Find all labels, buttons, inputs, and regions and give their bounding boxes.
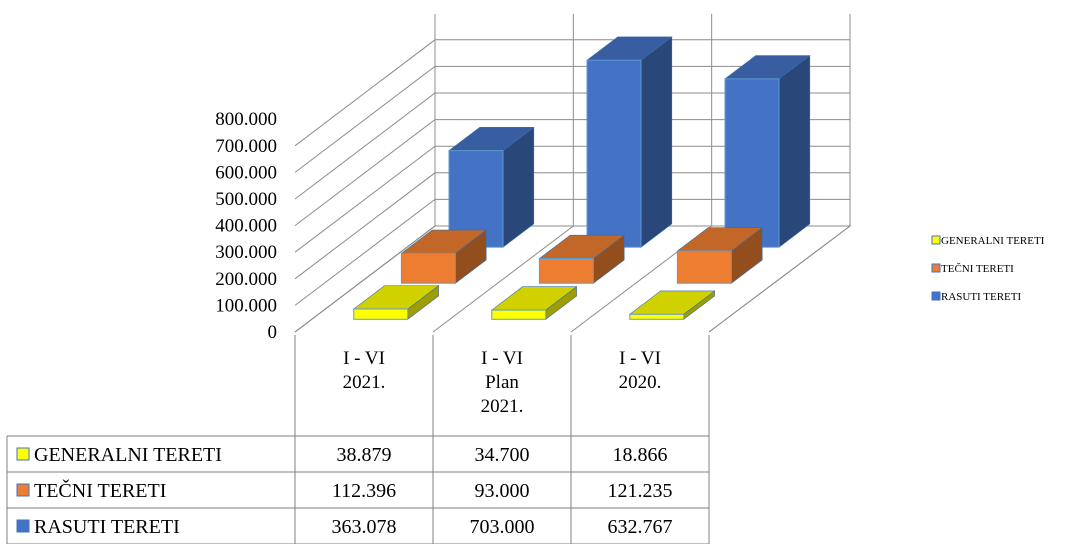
bar [400,229,488,284]
category-label: 2021. [343,372,386,393]
legend-key [931,235,941,245]
y-tick-label: 100.000 [215,295,277,316]
gridline [294,39,850,147]
bar-front [353,308,409,320]
bar [538,234,626,284]
floor-divider [294,225,436,333]
bar [352,285,440,320]
row-label: RASUTI TERETI [34,516,180,538]
y-tick-label: 700.000 [215,136,277,157]
gridline [294,119,850,226]
y-tick-label: 0 [268,322,278,343]
bar-front [491,309,547,320]
bar-side [640,36,673,248]
y-tick-label: 800.000 [215,109,277,130]
data-label: 34.700 [475,444,530,466]
bar-front [400,252,456,284]
legend-key [931,291,941,301]
category-label: 2020. [619,372,662,393]
y-tick-label: 400.000 [215,216,277,237]
gridline [294,198,850,306]
y-tick-label: 600.000 [215,162,277,183]
bar [724,54,811,248]
floor-divider [708,225,851,333]
bar-front [676,250,732,284]
row-label: GENERALNI TERETI [34,444,222,466]
legend-label: GENERALNI TERETI [941,235,1045,247]
category-label: 2021. [481,396,524,417]
y-tick-label: 300.000 [215,242,277,263]
table-legend-key [16,519,30,533]
bar [448,126,535,248]
bar-front [724,78,780,248]
legend-label: RASUTI TERETI [941,291,1021,303]
gridline [294,172,850,280]
data-label: 93.000 [475,480,530,502]
data-label: 18.866 [613,444,668,466]
bar [586,36,673,248]
data-label: 38.879 [337,444,392,466]
bar [628,290,716,320]
category-label: I - VI [481,348,523,369]
floor-divider [432,225,574,333]
table-legend-key [16,447,30,461]
y-tick-label: 500.000 [215,189,277,210]
data-label: 112.396 [332,480,396,502]
bar-front [538,258,594,284]
gridline [294,65,850,173]
y-axis: 0 100.000 200.000 300.000 400.000 500.000 600.… [215,109,277,343]
bars [352,36,811,320]
category-label: I - VI [343,348,385,369]
legend: GENERALNI TERETI TEČNI TERETI RASUTI TERET… [931,235,1045,303]
category-label: Plan [485,372,519,393]
bar-front [629,313,685,320]
bar-front [586,59,642,248]
legend-label: TEČNI TERETI [941,263,1014,275]
bar [490,286,578,320]
gridline [294,145,850,253]
row-label: TEČNI TERETI [34,478,166,502]
bar-side [778,54,811,248]
y-tick-label: 200.000 [215,269,277,290]
data-label: 632.767 [608,516,673,538]
data-label: 363.078 [332,516,397,538]
data-label: 121.235 [608,480,673,502]
table-legend-key [16,483,30,497]
category-label: I - VI [619,348,661,369]
legend-key [931,263,941,273]
gridline [294,92,850,200]
bar [676,227,764,284]
data-label: 703.000 [470,516,535,538]
data-table: I - VI 2021. I - VI Plan 2021. I - VI 2020. GEN… [6,335,710,544]
